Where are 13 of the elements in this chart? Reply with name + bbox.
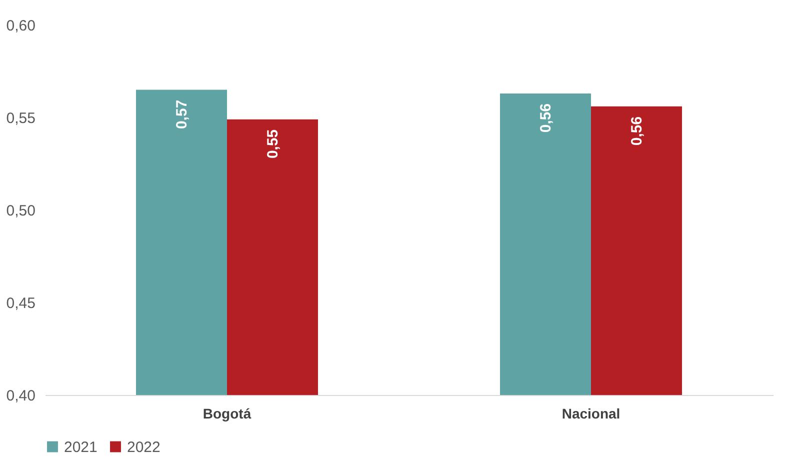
- y-tick-label: 0,60: [6, 18, 36, 34]
- legend-label: 2021: [64, 438, 98, 456]
- data-label: 0,56: [538, 103, 554, 133]
- y-tick-label: 0,45: [6, 295, 36, 312]
- data-label: 0,57: [174, 100, 190, 129]
- legend-label: 2022: [127, 438, 160, 456]
- data-label: 0,56: [628, 116, 646, 146]
- y-tick-label: 0,40: [6, 388, 36, 404]
- y-tick-label: 0,50: [6, 202, 36, 220]
- y-tick-label: 0,55: [6, 110, 36, 127]
- data-label: 0,55: [264, 129, 282, 159]
- x-tick-label: Bogotá: [202, 406, 252, 422]
- x-tick-label: Nacional: [562, 406, 620, 422]
